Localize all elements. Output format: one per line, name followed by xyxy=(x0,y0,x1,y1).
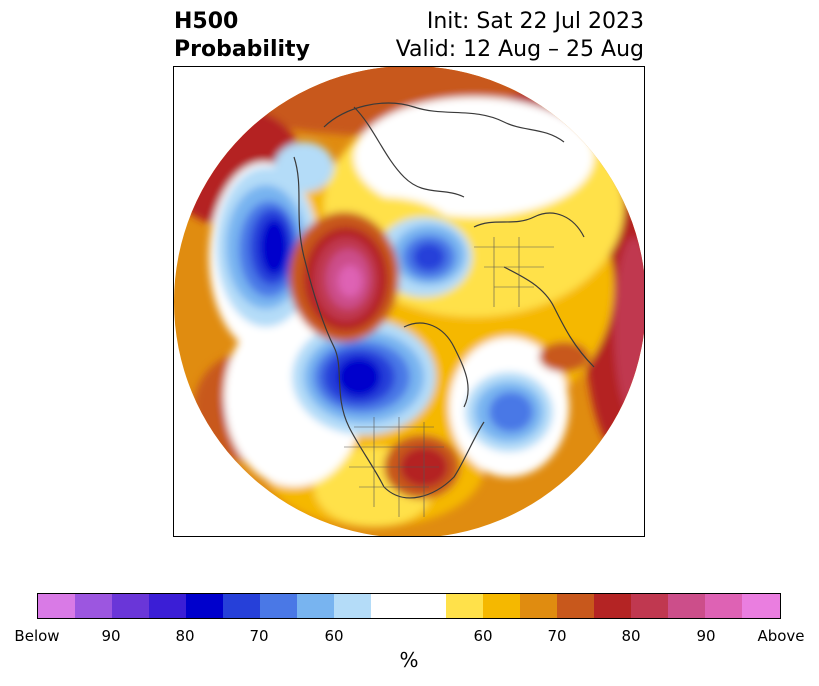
colorbar-segment xyxy=(520,594,557,618)
colorbar-segment xyxy=(705,594,742,618)
colorbar-segment xyxy=(223,594,260,618)
colorbar-segment xyxy=(149,594,186,618)
colorbar-tick-label: 70 xyxy=(547,627,567,645)
colorbar-tick-label: 60 xyxy=(324,627,344,645)
colorbar-segment xyxy=(557,594,594,618)
colorbar xyxy=(37,593,781,619)
colorbar-tick-label: 80 xyxy=(621,627,641,645)
colorbar-segment xyxy=(371,594,446,618)
colorbar-tick-label: 90 xyxy=(101,627,121,645)
colorbar-segment xyxy=(594,594,631,618)
colorbar-tick-label: 60 xyxy=(473,627,493,645)
colorbar-segment xyxy=(260,594,297,618)
colorbar-segment xyxy=(297,594,334,618)
colorbar-tick-label: Above xyxy=(757,627,805,645)
title-product: Probability xyxy=(174,37,310,62)
map-subtitle: Init: Sat 22 Jul 2023 Valid: 12 Aug – 25… xyxy=(396,8,644,64)
colorbar-segment xyxy=(186,594,223,618)
colorbar-segment xyxy=(742,594,780,618)
init-time: Init: Sat 22 Jul 2023 xyxy=(426,9,644,34)
state-borders xyxy=(344,237,554,517)
colorbar-segment xyxy=(75,594,112,618)
colorbar-tick-label: 90 xyxy=(696,627,716,645)
colorbar-tick-label: Below xyxy=(14,627,60,645)
probability-field xyxy=(174,67,644,536)
colorbar-unit: % xyxy=(399,648,419,672)
colorbar-segment xyxy=(631,594,668,618)
map-panel xyxy=(173,66,645,537)
colorbar-segment xyxy=(446,594,483,618)
coastlines xyxy=(293,102,595,499)
map-title: H500 Probability xyxy=(174,8,310,64)
valid-period: Valid: 12 Aug – 25 Aug xyxy=(395,37,644,62)
colorbar-segment xyxy=(334,594,371,618)
colorbar-segment xyxy=(112,594,149,618)
colorbar-segment xyxy=(483,594,520,618)
colorbar-segment xyxy=(668,594,705,618)
colorbar-tick-label: 80 xyxy=(175,627,195,645)
colorbar-tick-label: 70 xyxy=(249,627,269,645)
title-variable: H500 xyxy=(174,9,239,34)
polar-projection-map xyxy=(174,67,644,536)
colorbar-segment xyxy=(38,594,75,618)
